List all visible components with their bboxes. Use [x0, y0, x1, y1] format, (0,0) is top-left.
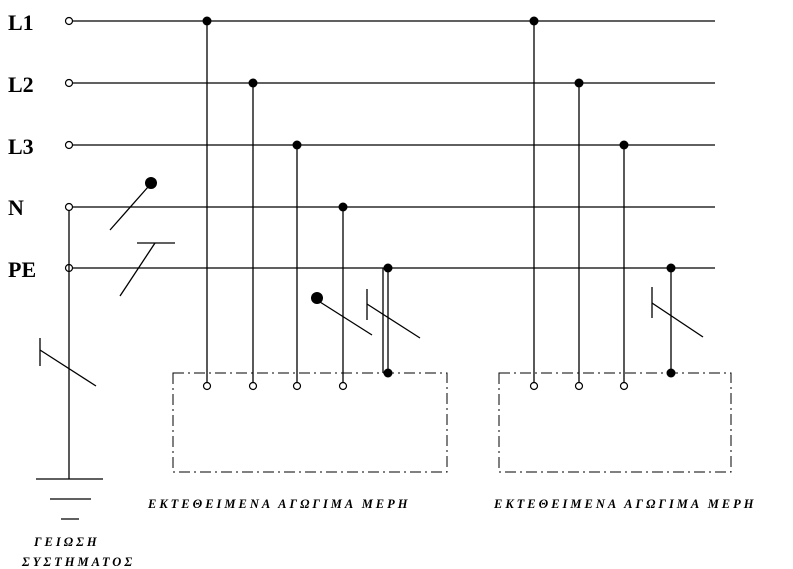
terminal-l2: [64, 78, 74, 88]
junction-l2-enclosure-2: [574, 78, 584, 88]
junction-l2-enclosure-1: [248, 78, 258, 88]
enclosure-1-terminal-pe: [383, 368, 393, 378]
bus-start-terminals: [64, 16, 74, 273]
enclosure-1-terminal-l1: [202, 381, 212, 391]
enclosure-1-outline: [172, 372, 448, 473]
junction-l1-enclosure-2: [529, 16, 539, 26]
pe-symbol-slash: [119, 242, 156, 297]
terminal-l1: [64, 16, 74, 26]
junction-l3-enclosure-1: [292, 140, 302, 150]
pe-marker-enclosure-2: [651, 287, 704, 338]
enclosure-2-terminal-l3: [619, 381, 629, 391]
enclosure-1: [172, 368, 448, 473]
enclosure-2: [498, 368, 732, 473]
bus-label-pe: PE: [8, 257, 36, 282]
bus-label-l2: L2: [8, 72, 34, 97]
neutral-symbol: [109, 177, 157, 231]
enclosure-1-terminal-l3: [292, 381, 302, 391]
junction-l1-enclosure-1: [202, 16, 212, 26]
pe-marker-enclosure-1-slash: [366, 303, 421, 339]
earth-marker-slash: [39, 349, 97, 387]
junction-pe-enclosure-2: [666, 263, 676, 273]
neutral-symbol-slash: [109, 186, 149, 231]
enclosure-1-taps: [202, 16, 393, 386]
neutral-symbol-dot: [145, 177, 157, 189]
terminal-l3: [64, 140, 74, 150]
earth-caption-line2: ΣΥΣΤΗΜΑΤΟΣ: [21, 555, 135, 569]
enclosure-2-taps: [529, 16, 676, 386]
enclosure-2-terminal-l2: [574, 381, 584, 391]
enclosure-2-terminal-pe: [666, 368, 676, 378]
bus-label-l3: L3: [8, 134, 34, 159]
bus-label-n: N: [8, 195, 24, 220]
enclosure-2-terminal-l1: [529, 381, 539, 391]
neutral-symbol-enclosure-1-slash: [319, 301, 373, 336]
enclosure-1-terminal-l2: [248, 381, 258, 391]
terminal-n: [64, 202, 74, 212]
junction-pe-enclosure-1: [383, 263, 393, 273]
neutral-symbol-enclosure-1-dot: [311, 292, 323, 304]
protective-earth-symbol: [119, 242, 175, 297]
enclosure-1-caption: ΕΚΤΕΘΕΙΜΕΝΑ ΑΓΩΓΙΜΑ ΜΕΡΗ: [147, 497, 411, 511]
bus-label-l1: L1: [8, 10, 34, 35]
enclosure-2-caption: ΕΚΤΕΘΕΙΜΕΝΑ ΑΓΩΓΙΜΑ ΜΕΡΗ: [493, 497, 757, 511]
enclosure-1-terminal-n: [338, 381, 348, 391]
pe-marker-enclosure-2-slash: [651, 302, 704, 338]
enclosure-2-outline: [498, 372, 732, 473]
junction-n-enclosure-1: [338, 202, 348, 212]
system-earth: [36, 210, 103, 520]
pe-marker-enclosure-1: [366, 289, 421, 339]
junction-l3-enclosure-2: [619, 140, 629, 150]
bus-lines: [73, 20, 715, 269]
neutral-symbol-enclosure-1: [311, 292, 373, 336]
earth-caption-line1: ΓΕΙΩΣΗ: [33, 535, 100, 549]
